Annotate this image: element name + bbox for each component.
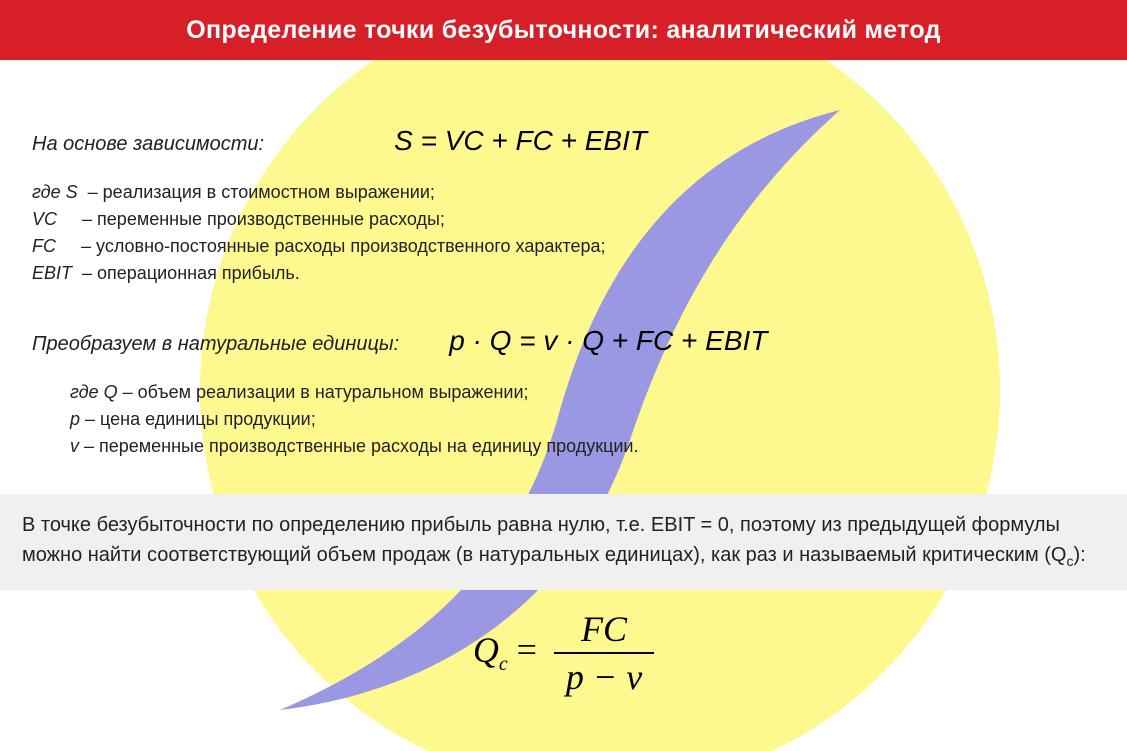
definition-text: операционная прибыль. [97,260,300,287]
final-denominator: p − v [554,654,654,698]
definition-row: FC – условно-постоянные расходы производ… [32,233,1127,260]
definition-text: реализация в стоимостном выражении; [103,179,435,206]
definition-separator: – [118,379,138,406]
definition-label: FC [32,233,56,260]
definition-text: условно-постоянные расходы производствен… [96,233,606,260]
definition-label: где Q [70,379,118,406]
definition-separator: – [57,206,97,233]
final-lhs: Q [473,630,499,670]
definition-text: переменные производственные расходы на е… [99,433,638,460]
conclusion-text-part2: ): [1073,544,1085,566]
definition-row: где S – реализация в стоимостном выражен… [32,179,1127,206]
definition-separator: – [72,260,97,287]
definition-text: переменные производственные расходы; [97,206,445,233]
definition-separator: – [78,179,103,206]
final-numerator: FC [554,608,654,654]
title-bar: Определение точки безубыточности: аналит… [0,0,1127,60]
definition-label: p [70,406,80,433]
definition-row: p – цена единицы продукции; [70,406,1127,433]
definition-separator: – [79,433,99,460]
final-formula: Qc = FC p − v [0,608,1127,698]
definition-label: VC [32,206,57,233]
definition-separator: – [56,233,96,260]
definitions-1: где S – реализация в стоимостном выражен… [0,179,1127,287]
section2-lead: Преобразуем в натуральные единицы: [32,333,399,356]
definitions-2: где Q – объем реализации в натуральном в… [0,379,1127,460]
definition-row: где Q – объем реализации в натуральном в… [70,379,1127,406]
definition-label: v [70,433,79,460]
formula-main: S = VC + FC + EBIT [394,125,647,157]
definition-row: VC – переменные производственные расходы… [32,206,1127,233]
section2-row: Преобразуем в натуральные единицы: p · Q… [0,325,1127,357]
definition-label: EBIT [32,260,72,287]
definition-row: EBIT – операционная прибыль. [32,260,1127,287]
conclusion-text-part1: В точке безубыточности по определению пр… [22,514,1066,566]
definition-text: объем реализации в натуральном выражении… [138,379,529,406]
definition-row: v – переменные производственные расходы … [70,433,1127,460]
final-lhs-sub: c [499,654,508,676]
conclusion-box: В точке безубыточности по определению пр… [0,494,1127,590]
content-area: На основе зависимости: S = VC + FC + EBI… [0,60,1127,460]
formula-natural: p · Q = v · Q + FC + EBIT [449,325,767,357]
final-eq: = [517,629,546,669]
definition-text: цена единицы продукции; [100,406,316,433]
section1-lead: На основе зависимости: [32,133,264,156]
slide-title: Определение точки безубыточности: аналит… [186,16,941,45]
slide: Определение точки безубыточности: аналит… [0,0,1127,751]
definition-label: где S [32,179,78,206]
section1-row: На основе зависимости: S = VC + FC + EBI… [0,125,1127,157]
definition-separator: – [80,406,100,433]
